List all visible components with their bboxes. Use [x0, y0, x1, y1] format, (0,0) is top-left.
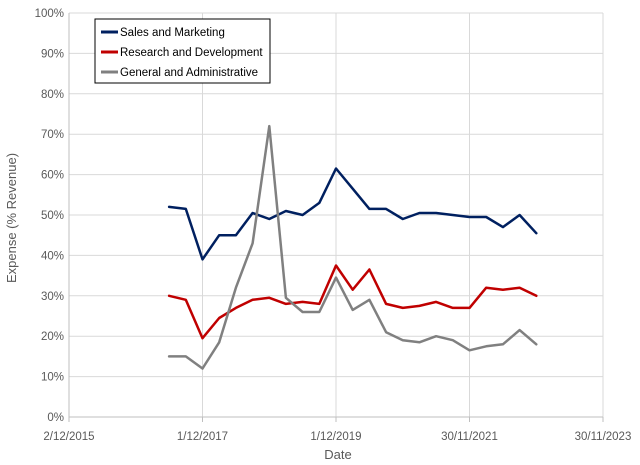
series-lines: [167, 124, 538, 370]
y-tick-label: 40%: [41, 250, 64, 262]
x-tick-label: 1/12/2017: [177, 431, 228, 443]
x-axis-title: Date: [324, 447, 351, 462]
y-tick-label: 60%: [41, 170, 64, 182]
legend-label-general-and-administrative: General and Administrative: [120, 67, 258, 79]
x-tick-label: 30/11/2023: [575, 431, 632, 443]
y-tick-label: 0%: [47, 412, 64, 424]
y-axis-title: Expense (% Revenue): [4, 153, 19, 283]
legend: Sales and Marketing Research and Develop…: [94, 18, 271, 84]
x-tick-label: 1/12/2019: [310, 431, 361, 443]
legend-label-research-and-development: Research and Development: [120, 47, 263, 59]
series-line-sales-and-marketing: [167, 167, 538, 261]
x-tick-label: 2/12/2015: [43, 431, 94, 443]
axes: [68, 13, 604, 422]
x-tick-label: 30/11/2021: [441, 431, 498, 443]
y-tick-label: 50%: [41, 210, 64, 222]
y-tick-label: 30%: [41, 291, 64, 303]
y-tick-labels: 0% 10% 20% 30% 40% 50% 60% 70% 80% 90% 100%: [35, 8, 64, 424]
y-tick-label: 20%: [41, 331, 64, 343]
y-tick-label: 10%: [41, 372, 64, 384]
y-tick-label: 90%: [41, 48, 64, 60]
series-line-research-and-development: [167, 264, 538, 340]
legend-label-sales-and-marketing: Sales and Marketing: [120, 27, 225, 39]
y-tick-label: 100%: [35, 8, 64, 20]
y-tick-label: 70%: [41, 129, 64, 141]
y-tick-label: 80%: [41, 89, 64, 101]
legend-box: [94, 18, 271, 84]
series-line-general-and-administrative: [167, 124, 538, 370]
x-tick-labels: 2/12/2015 1/12/2017 1/12/2019 30/11/2021 30/…: [43, 431, 631, 443]
